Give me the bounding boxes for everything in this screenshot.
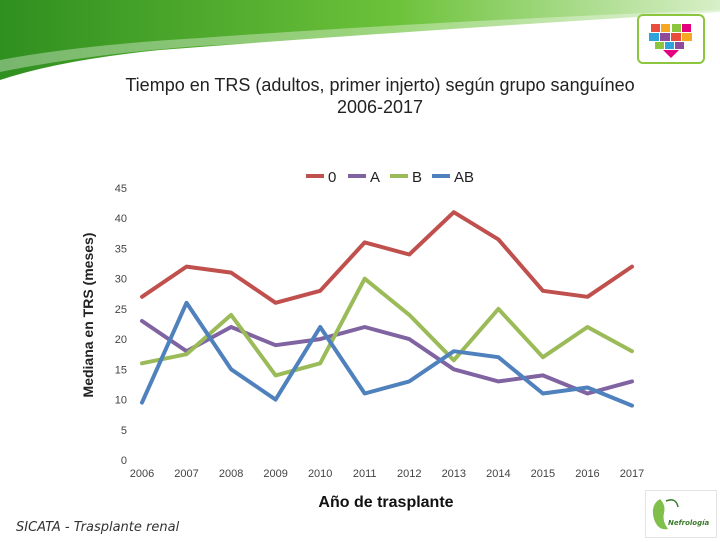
x-axis: 2006 2007 2008 2009 2010 2011 2012 2013 2014 2015… — [130, 468, 644, 480]
y-tick-label: 5 — [121, 425, 127, 437]
x-tick-label: 2012 — [397, 468, 421, 480]
x-tick-label: 2017 — [620, 468, 644, 480]
x-tick-label: 2013 — [442, 468, 466, 480]
chart-title-line-1: Tiempo en TRS (adultos, primer injerto) … — [125, 75, 635, 95]
series-line-AB — [140, 300, 634, 408]
x-tick-label: 2011 — [353, 468, 377, 480]
series-line-B — [140, 276, 634, 378]
y-axis-title: Mediana en TRS (meses) — [80, 233, 96, 398]
chart-title: Tiempo en TRS (adultos, primer injerto) … — [40, 74, 720, 118]
y-tick-label: 0 — [121, 455, 127, 467]
chart-series — [140, 210, 634, 408]
legend-label-B: B — [412, 169, 422, 186]
x-tick-label: 2010 — [308, 468, 332, 480]
heart-mosaic-icon — [649, 24, 692, 58]
y-tick-label: 45 — [115, 183, 127, 195]
legend-label-AB: AB — [454, 169, 474, 186]
nefrologia-logo-text: Nefrología — [668, 519, 710, 527]
legend-label-A: A — [370, 169, 380, 186]
heart-logo — [637, 14, 705, 64]
y-tick-label: 10 — [115, 395, 127, 407]
y-tick-label: 25 — [115, 304, 127, 316]
kidney-logo-icon — [652, 499, 679, 530]
nefrologia-logo: Nefrología — [645, 490, 717, 538]
legend-label-0: 0 — [328, 169, 336, 186]
y-tick-label: 40 — [115, 213, 127, 225]
x-tick-label: 2009 — [263, 468, 287, 480]
footer-source: SICATA - Trasplante renal — [16, 520, 180, 535]
y-tick-label: 15 — [115, 364, 127, 376]
y-tick-label: 35 — [115, 243, 127, 255]
y-tick-label: 20 — [115, 334, 127, 346]
y-tick-label: 30 — [115, 274, 127, 286]
series-line-0 — [140, 210, 634, 305]
chart-legend: 0 A B AB — [306, 169, 474, 186]
green-band-highlight — [0, 10, 720, 72]
x-tick-label: 2008 — [219, 468, 243, 480]
x-tick-label: 2006 — [130, 468, 154, 480]
x-tick-label: 2015 — [531, 468, 555, 480]
x-axis-title: Año de trasplante — [318, 494, 453, 511]
x-tick-label: 2014 — [486, 468, 510, 480]
x-tick-label: 2007 — [174, 468, 198, 480]
x-tick-label: 2016 — [575, 468, 599, 480]
y-axis: 0 5 10 15 20 25 30 35 40 45 — [115, 183, 127, 467]
chart-title-line-2: 2006-2017 — [336, 97, 424, 117]
green-band-decoration — [0, 0, 720, 80]
series-line-A — [140, 319, 634, 396]
